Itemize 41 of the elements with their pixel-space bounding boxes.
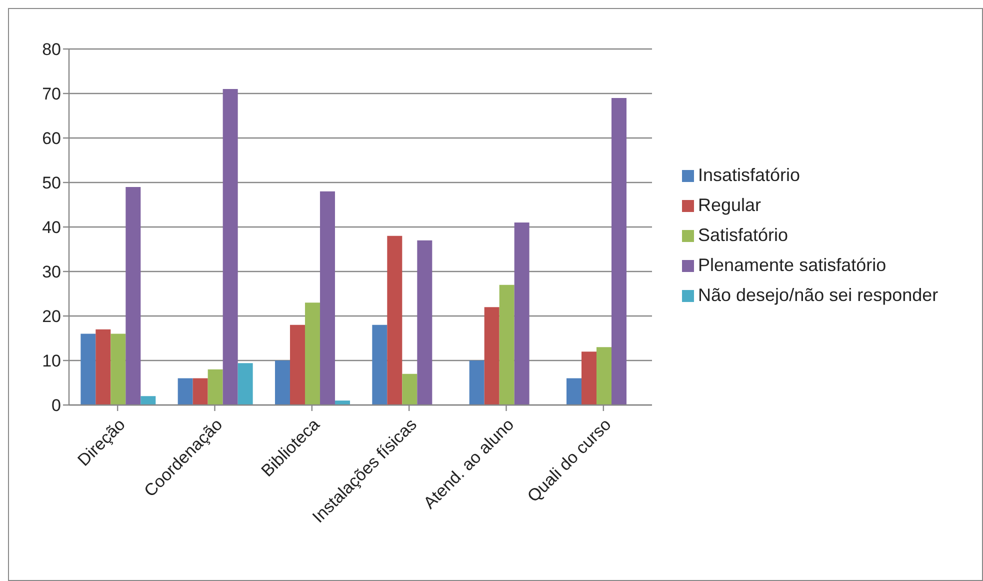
y-tick-label: 40 [42, 218, 61, 238]
bar [469, 360, 484, 405]
bar [596, 347, 612, 405]
y-tick-label: 70 [42, 84, 61, 104]
bar [581, 352, 596, 405]
bar [611, 98, 626, 405]
y-tick-label: 60 [42, 129, 61, 148]
bar [192, 378, 208, 405]
bar [140, 396, 156, 405]
y-tick-label: 10 [42, 352, 61, 371]
bar [417, 240, 432, 405]
y-tick-label: 50 [42, 174, 61, 193]
legend-label: Plenamente satisfatório [698, 254, 886, 274]
bar [514, 222, 530, 405]
bar [290, 324, 305, 405]
y-tick-label: 0 [52, 396, 61, 416]
bar [96, 329, 111, 405]
legend-label: Satisfatório [698, 224, 788, 244]
y-tick-label: 20 [42, 307, 61, 326]
bar [222, 89, 238, 405]
legend-label: Não desejo/não sei responder [698, 284, 938, 304]
bar [126, 186, 141, 405]
bar [274, 360, 290, 405]
legend-label: Insatisfatório [698, 164, 800, 184]
bar [372, 324, 388, 405]
bar [402, 374, 418, 405]
bar [320, 191, 335, 405]
bar [499, 284, 514, 405]
bar [334, 400, 350, 405]
bar [304, 302, 320, 405]
bar [110, 334, 126, 405]
bar [238, 363, 253, 405]
legend-label: Regular [698, 194, 762, 214]
bar [178, 378, 193, 405]
bar [484, 307, 500, 405]
bar [208, 369, 223, 405]
bar [387, 236, 402, 405]
y-tick-label: 30 [42, 262, 61, 282]
bar [566, 378, 582, 405]
y-tick-label: 80 [42, 40, 61, 60]
bar [80, 334, 96, 405]
